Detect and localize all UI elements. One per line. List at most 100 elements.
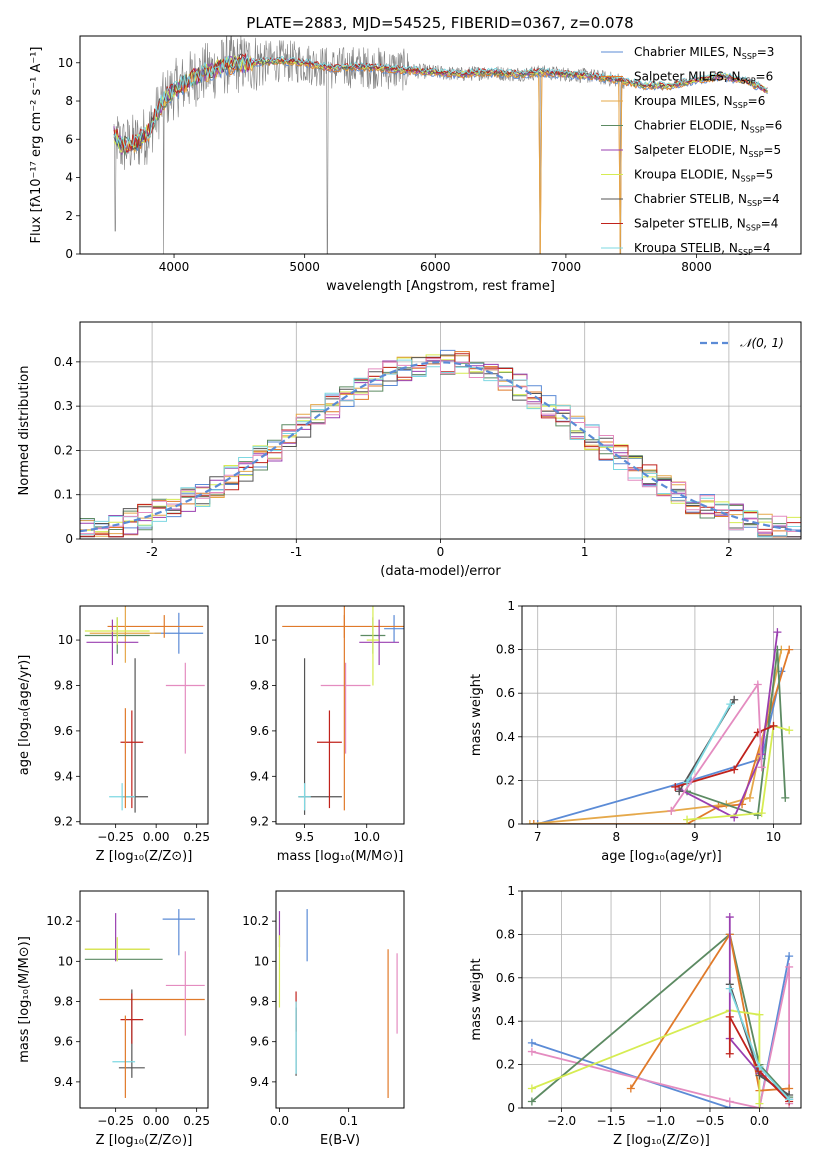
y-axis-label: age [log₁₀(age/yr)] (17, 655, 32, 776)
plot-area (80, 349, 801, 538)
y-tick-label: 0.2 (54, 443, 73, 457)
legend-label-sub: SSP (741, 175, 756, 184)
series-marker-1 (529, 820, 538, 824)
legend-label: Kroupa STELIB, NSSP=4 (634, 241, 771, 257)
plot-area (113, 36, 769, 254)
x-tick-label: 4000 (159, 260, 190, 274)
y-axis-label: Normed distribution (17, 366, 32, 496)
legend-label-sub: SSP (746, 224, 761, 233)
series-marker-0 (533, 820, 542, 824)
massweight-vs-age-panel: 7 8 9 10 0 0.2 0.4 0.6 0.8 1 age [log₁₀(age/yr)] ma… (469, 599, 802, 864)
x-tick-label: −0.25 (97, 1114, 134, 1128)
series-line-2 (531, 932, 790, 1103)
x-tick-label: 0.00 (143, 1114, 170, 1128)
x-tick-label: 5000 (289, 260, 320, 274)
x-tick-label: −0.5 (695, 1114, 724, 1128)
legend-label: Chabrier MILES, NSSP=3 (634, 45, 774, 61)
legend-label-main: Kroupa STELIB, N (634, 241, 738, 255)
x-tick-label: 7 (534, 830, 542, 844)
series-marker-7 (725, 1049, 734, 1058)
axes-frame (275, 605, 405, 825)
legend-label-tail: =6 (765, 119, 783, 133)
legend-label-main: Chabrier STELIB, N (634, 192, 747, 206)
figure-title: PLATE=2883, MJD=54525, FIBERID=0367, z=0… (246, 14, 633, 32)
y-tick-label: 9.6 (54, 724, 73, 738)
y-tick-label: 0.6 (496, 686, 515, 700)
series-marker-1 (785, 645, 794, 654)
y-tick-label: 0.2 (496, 1058, 515, 1072)
series-marker-8 (725, 984, 734, 993)
y-tick-label: 9.4 (54, 769, 73, 783)
axes-frame (79, 605, 209, 825)
y-tick-label: 1 (507, 884, 515, 898)
legend-label-sub: SSP (750, 126, 765, 135)
legend-label-main: Kroupa MILES, N (634, 94, 733, 108)
x-axis-label: wavelength [Angstrom, rest frame] (326, 279, 555, 294)
x-tick-label: 0.0 (270, 1114, 289, 1128)
legend-label-sub: SSP (741, 77, 756, 86)
y-tick-label: 8 (65, 94, 73, 108)
plot-area (84, 606, 205, 813)
legend-label: Kroupa ELODIE, NSSP=5 (634, 168, 773, 184)
age-vs-mass-panel: 9.5 10.0 9.2 9.4 9.6 9.8 10 mass [log₁₀(M/M⊙)] (250, 605, 405, 864)
y-tick-label: 4 (65, 171, 73, 185)
series-marker-1 (527, 1047, 536, 1056)
series-marker-7 (671, 782, 680, 791)
legend-label-tail: =5 (756, 168, 774, 182)
plot-area (527, 913, 794, 1108)
legend-label-main: Salpeter ELODIE, N (634, 143, 748, 157)
y-tick-label: 0.2 (496, 773, 515, 787)
normal-curve (80, 361, 801, 533)
x-tick-label: 0.1 (339, 1114, 358, 1128)
x-tick-label: 0.25 (183, 1114, 210, 1128)
y-axis-label: mass [log₁₀(M/M⊙)] (17, 936, 32, 1063)
y-tick-label: 0.1 (54, 488, 73, 502)
series-line-0 (537, 671, 783, 824)
legend-label: Salpeter STELIB, NSSP=4 (634, 217, 778, 233)
y-tick-label: 9.6 (250, 724, 269, 738)
y-tick-label: 0 (65, 247, 73, 261)
series-marker-2 (525, 820, 534, 824)
legend-label-main: Salpeter STELIB, N (634, 217, 746, 231)
x-tick-label: 2 (725, 545, 733, 559)
y-tick-label: 9.8 (250, 678, 269, 692)
series-marker-3 (626, 1084, 635, 1093)
series-line-1 (531, 966, 790, 1108)
legend-label-main: Kroupa ELODIE, N (634, 168, 741, 182)
series-line-3 (686, 649, 787, 817)
series-marker-5 (725, 913, 734, 922)
y-tick-label: 2 (65, 209, 73, 223)
y-tick-label: 0.8 (496, 927, 515, 941)
x-axis-label: mass [log₁₀(M/M⊙)] (277, 849, 404, 864)
x-tick-label: 10 (766, 830, 781, 844)
x-axis-label: E(B-V) (320, 1133, 360, 1148)
x-axis-label: Z [log₁₀(Z/Z⊙)] (96, 849, 193, 864)
age-vs-z-panel: −0.25 0.00 0.25 9.2 9.4 9.6 9.8 10 Z [log₁₀(Z/Z⊙… (17, 605, 210, 864)
series-marker-7 (769, 721, 778, 730)
x-tick-label: 6000 (420, 260, 451, 274)
legend-label-tail: =4 (753, 241, 771, 255)
series-marker-6 (675, 787, 684, 796)
legend-label-main: Chabrier MILES, N (634, 45, 742, 59)
axes-frame (521, 605, 802, 825)
legend-label: Kroupa MILES, NSSP=6 (634, 94, 765, 110)
plot-area (278, 909, 398, 1098)
y-tick-label: 10.2 (242, 914, 269, 928)
y-tick-label: 9.2 (250, 815, 269, 829)
axes-frame (521, 890, 802, 1109)
axes-frame (275, 890, 405, 1109)
series-line-4 (531, 1009, 761, 1104)
x-tick-label: 7000 (551, 260, 582, 274)
series-line-5 (686, 724, 790, 821)
legend-label-tail: =4 (762, 192, 780, 206)
model-line-8 (113, 54, 768, 150)
series-marker-4 (755, 1099, 764, 1108)
series-line-7 (675, 725, 774, 788)
spectrum-panel: 4000 5000 6000 7000 8000 0 2 4 6 8 10 wavelength [A… (29, 35, 802, 294)
series-marker-4 (773, 628, 782, 637)
series-marker-7 (730, 765, 739, 774)
axes-frame (79, 321, 802, 540)
legend-label: Chabrier STELIB, NSSP=4 (634, 192, 780, 208)
residuals-panel: -2 -1 0 1 2 0 0.1 0.2 0.3 0.4 (data-model)/error No… (17, 321, 802, 579)
series-marker-5 (757, 809, 766, 818)
